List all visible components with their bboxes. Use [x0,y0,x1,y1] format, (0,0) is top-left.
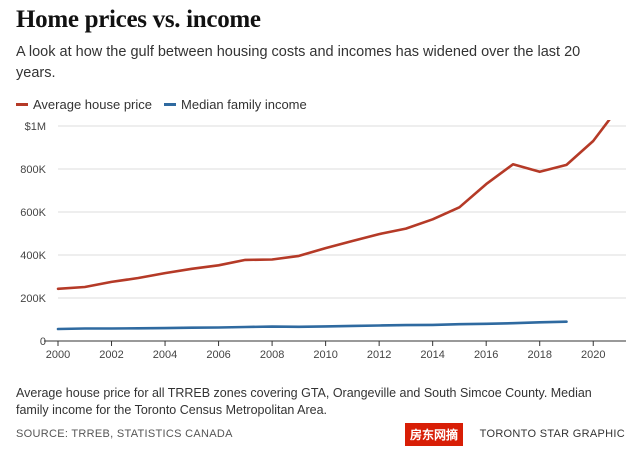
x-tick-label: 2016 [474,349,498,361]
x-tick-label: 2020 [581,349,605,361]
chart-subtitle: A look at how the gulf between housing c… [16,44,581,81]
legend-swatch-house-price [16,103,28,106]
y-tick-label: $1M [25,121,46,133]
legend: Average house price Median family income [16,97,319,112]
x-tick-label: 2018 [527,349,551,361]
y-tick-label: 800K [20,164,46,176]
series-line-average-house-price [56,120,611,291]
legend-swatch-family-income [164,103,177,106]
legend-label-family-income: Median family income [181,97,307,112]
footnote: Average house price for all TRREB zones … [16,386,592,417]
graphic-credit: TORONTO STAR GRAPHIC [479,428,625,440]
series-line-median-family-income [56,320,568,331]
chart-title: Home prices vs. income [16,6,261,33]
legend-item-family-income: Median family income [164,97,307,112]
x-tick-label: 2004 [153,349,177,361]
watermark-badge: 房东网摘 [405,423,464,446]
y-tick-label: 200K [20,293,46,305]
axes: 0 200K 400K 600K 800K $1M 2000 2002 2004 2006 2008… [20,121,626,361]
x-tick-label: 2006 [206,349,230,361]
x-tick-label: 2000 [46,349,70,361]
grid [58,125,626,299]
legend-label-house-price: Average house price [33,97,153,112]
line-chart: 0 200K 400K 600K 800K $1M 2000 2002 2004 2006 2008… [20,120,626,361]
x-tick-label: 2008 [260,349,284,361]
legend-item-house-price: Average house price [16,97,152,112]
x-tick-label: 2010 [313,349,337,361]
y-tick-label: 400K [20,250,46,262]
x-tick-label: 2002 [99,349,123,361]
x-tick-label: 2012 [367,349,391,361]
series [56,120,611,331]
source-line: SOURCE: TRREB, STATISTICS CANADA [16,428,233,440]
y-tick-label: 0 [40,336,46,348]
y-tick-label: 600K [20,207,46,219]
x-tick-label: 2014 [420,349,444,361]
